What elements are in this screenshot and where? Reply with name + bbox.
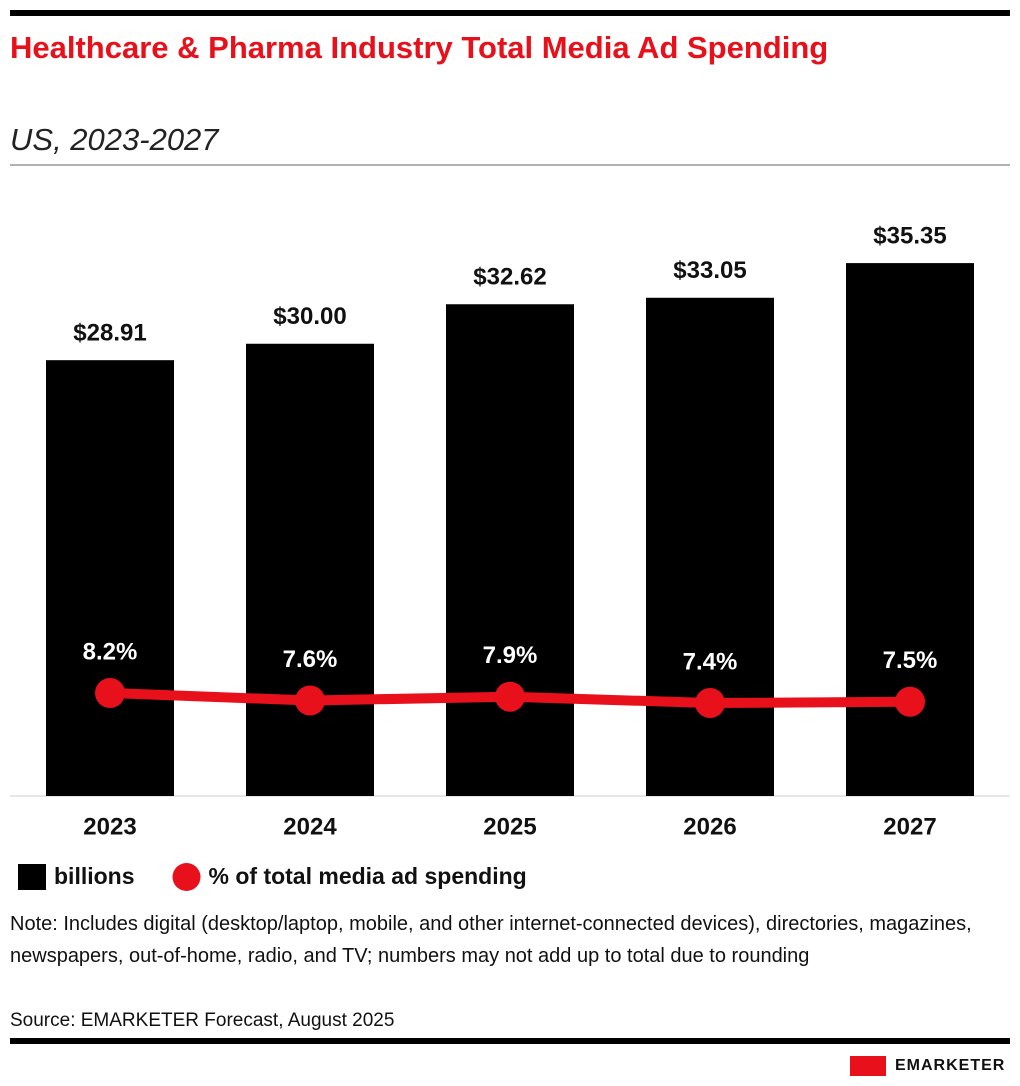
bar (46, 360, 174, 796)
line-point (895, 686, 925, 717)
value-label: 7.5% (883, 647, 938, 674)
legend-label: billions (54, 863, 135, 889)
value-label: $32.62 (473, 264, 546, 291)
value-label: 7.9% (483, 642, 538, 669)
chart-subtitle: US, 2023-2027 (10, 122, 219, 157)
x-tick-label: 2026 (683, 813, 736, 840)
line-point (495, 681, 525, 712)
brand: EMARKETER (895, 1057, 1005, 1074)
source: Source: EMARKETER Forecast, August 2025 (10, 1010, 395, 1031)
x-tick-label: 2024 (283, 813, 337, 840)
line-point (695, 688, 725, 719)
value-label: $28.91 (73, 320, 146, 347)
x-tick-label: 2023 (83, 813, 136, 840)
bar (446, 304, 574, 796)
legend-swatch (18, 864, 46, 890)
bar (646, 297, 774, 796)
chart-title: Healthcare & Pharma Industry Total Media… (10, 30, 829, 65)
line-point (295, 685, 325, 716)
legend-swatch (172, 863, 201, 891)
value-label: 7.4% (683, 648, 738, 675)
value-label: $35.35 (873, 222, 946, 249)
value-label: 7.6% (283, 646, 338, 673)
note: Note: Includes digital (desktop/laptop, … (10, 913, 972, 967)
line-point (95, 677, 125, 708)
logo-mark (850, 1056, 886, 1076)
value-label: $33.05 (673, 257, 746, 284)
bar (246, 343, 374, 796)
x-tick-label: 2027 (883, 813, 936, 840)
value-label: 8.2% (83, 638, 138, 665)
legend-label: % of total media ad spending (209, 863, 527, 889)
x-tick-label: 2025 (483, 813, 536, 840)
value-label: $30.00 (273, 303, 346, 330)
bottom-rule (10, 1038, 1010, 1044)
top-rule (10, 10, 1010, 16)
logo: EMARKETER (850, 1056, 1005, 1076)
